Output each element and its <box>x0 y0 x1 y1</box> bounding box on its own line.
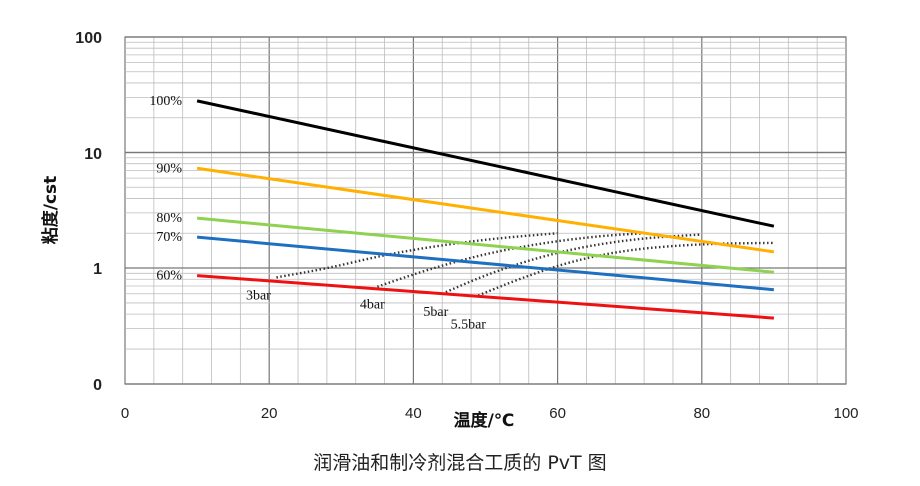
series-line-60pct <box>196 274 775 320</box>
pressure-label: 5bar <box>423 305 448 320</box>
series-line-100pct <box>196 99 775 228</box>
x-axis-ticks: 0 20 40 60 80 100 <box>121 405 859 422</box>
series-labels: 100% 90% 80% 70% 60% <box>149 94 182 284</box>
x-tick-label: 100 <box>833 405 858 422</box>
y-axis-ticks: 0 1 10 100 <box>75 30 102 394</box>
series-label: 70% <box>156 230 182 245</box>
x-tick-label: 20 <box>261 405 278 422</box>
chart-svg: 0 1 10 100 0 20 40 60 80 100 100% 90% 80% 70% 60% 3b… <box>40 30 859 431</box>
x-axis-title: 温度/℃ <box>454 410 515 431</box>
series-label: 60% <box>156 269 182 284</box>
y-tick-label: 1 <box>93 261 102 278</box>
y-tick-label: 100 <box>75 30 102 47</box>
y-tick-label: 10 <box>84 146 102 163</box>
y-axis-title: 粘度/cst <box>40 176 61 245</box>
series-lines <box>196 99 775 320</box>
x-tick-label: 80 <box>693 405 710 422</box>
pressure-label: 3bar <box>246 288 271 303</box>
series-line-90pct <box>196 166 775 254</box>
series-line-70pct <box>196 235 775 292</box>
series-label: 90% <box>156 161 182 176</box>
y-tick-label: 0 <box>93 377 102 394</box>
x-tick-label: 0 <box>121 405 129 422</box>
series-label: 100% <box>149 94 182 109</box>
figure-caption: 润滑油和制冷剂混合工质的 PvT 图 <box>313 452 607 474</box>
pressure-label: 4bar <box>360 298 385 313</box>
series-label: 80% <box>156 211 182 226</box>
x-tick-label: 60 <box>549 405 566 422</box>
pressure-curve-3bar <box>276 232 558 279</box>
series-line-80pct <box>196 216 775 274</box>
x-tick-label: 40 <box>405 405 422 422</box>
pressure-label: 5.5bar <box>451 317 487 332</box>
